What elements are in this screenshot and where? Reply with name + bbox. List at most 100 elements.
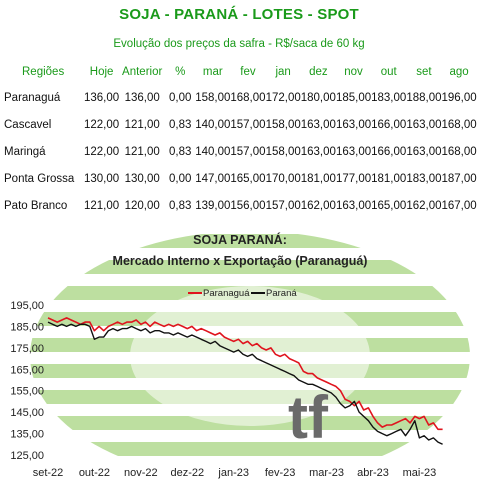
cell-jan: 170,00 <box>265 172 301 185</box>
cell-pct: 0,83 <box>168 118 192 131</box>
table-row: Pato Branco 121,00 120,00 0,83 139,00 15… <box>4 192 477 219</box>
x-tick-label: dez-22 <box>170 467 204 479</box>
cell-nov: 163,00 <box>335 118 372 131</box>
cell-hoje: 130,00 <box>84 172 120 185</box>
cell-dez: 163,00 <box>300 145 336 158</box>
table-header-row: Regiões Hoje Anterior % mar fev jan dez … <box>4 60 477 84</box>
row-name: Cascavel <box>4 118 52 131</box>
col-header-regioes: Regiões <box>22 66 65 78</box>
cell-mar: 147,00 <box>195 172 231 185</box>
col-header-dez: dez <box>309 66 328 78</box>
cell-fev: 165,00 <box>230 172 266 185</box>
row-name: Paranaguá <box>4 91 61 104</box>
cell-anterior: 121,00 <box>124 118 160 131</box>
cell-pct: 0,83 <box>168 199 192 212</box>
x-axis: set-22 out-22 nov-22 dez-22 jan-23 fev-23 mar-… <box>33 467 437 479</box>
row-name: Pato Branco <box>4 199 68 212</box>
cell-jan: 172,00 <box>265 91 301 104</box>
y-tick-label: 155,00 <box>10 386 44 398</box>
cell-set: 162,00 <box>406 199 442 212</box>
cell-anterior: 136,00 <box>124 91 160 104</box>
cell-nov: 185,00 <box>335 91 372 104</box>
cell-nov: 163,00 <box>335 199 372 212</box>
cell-ago: 167,00 <box>441 199 477 212</box>
col-header-out: out <box>380 66 397 78</box>
cell-out: 183,00 <box>371 91 407 104</box>
row-name: Ponta Grossa <box>4 172 75 185</box>
y-tick-label: 135,00 <box>10 429 44 441</box>
x-tick-label: fev-23 <box>265 467 296 479</box>
cell-nov: 163,00 <box>335 145 372 158</box>
x-tick-label: abr-23 <box>357 467 389 479</box>
cell-anterior: 130,00 <box>124 172 160 185</box>
cell-out: 181,00 <box>371 172 407 185</box>
cell-anterior: 121,00 <box>124 145 160 158</box>
row-name: Maringá <box>4 145 46 158</box>
cell-dez: 180,00 <box>300 91 336 104</box>
y-tick-label: 175,00 <box>10 343 44 355</box>
x-tick-label: mar-23 <box>309 467 344 479</box>
cell-ago: 187,00 <box>441 172 477 185</box>
col-header-mar: mar <box>202 66 223 78</box>
cell-hoje: 122,00 <box>84 145 120 158</box>
series-line-parana <box>47 321 443 445</box>
col-header-ago: ago <box>449 66 469 78</box>
y-tick-label: 125,00 <box>10 450 44 462</box>
cell-mar: 139,00 <box>195 199 231 212</box>
x-tick-label: out-22 <box>79 467 110 479</box>
cell-out: 165,00 <box>371 199 407 212</box>
cell-ago: 168,00 <box>441 145 477 158</box>
cell-hoje: 122,00 <box>84 118 120 131</box>
y-tick-label: 145,00 <box>10 407 44 419</box>
cell-set: 188,00 <box>406 91 442 104</box>
cell-fev: 156,00 <box>230 199 266 212</box>
chart-subtitle: Mercado Interno x Exportação (Paranaguá) <box>113 254 368 268</box>
cell-mar: 140,00 <box>195 145 231 158</box>
cell-ago: 168,00 <box>441 118 477 131</box>
price-table: Regiões Hoje Anterior % mar fev jan dez … <box>4 60 477 219</box>
cell-fev: 157,00 <box>230 118 266 131</box>
cell-nov: 177,00 <box>335 172 372 185</box>
cell-jan: 157,00 <box>265 199 301 212</box>
cell-out: 166,00 <box>371 118 407 131</box>
cell-hoje: 136,00 <box>84 91 120 104</box>
cell-pct: 0,00 <box>168 91 192 104</box>
col-header-anterior: Anterior <box>122 66 163 78</box>
cell-jan: 158,00 <box>265 118 301 131</box>
table-row: Ponta Grossa 130,00 130,00 0,00 147,00 1… <box>4 165 477 192</box>
y-tick-label: 195,00 <box>10 300 44 312</box>
cell-dez: 163,00 <box>300 118 336 131</box>
legend-label-paranagua: Paranaguá <box>203 288 250 299</box>
cell-mar: 140,00 <box>195 118 231 131</box>
table-row: Maringá 122,00 121,00 0,83 140,00 157,00… <box>4 138 477 165</box>
tf-logo: tf <box>288 384 329 451</box>
price-chart: tf SOJA PARANÁ: Mercado Interno x Export… <box>10 232 470 479</box>
cell-set: 183,00 <box>406 172 442 185</box>
table-row: Cascavel 122,00 121,00 0,83 140,00 157,0… <box>4 111 477 138</box>
table-row: Paranaguá 136,00 136,00 0,00 158,00 168,… <box>4 84 477 111</box>
x-tick-label: mai-23 <box>403 467 437 479</box>
x-tick-label: jan-23 <box>217 467 249 479</box>
x-tick-label: nov-22 <box>124 467 158 479</box>
col-header-set: set <box>416 66 432 78</box>
col-header-jan: jan <box>275 66 291 78</box>
chart-legend: Paranaguá Paraná <box>188 288 297 299</box>
cell-set: 163,00 <box>406 145 442 158</box>
y-tick-label: 185,00 <box>10 321 44 333</box>
cell-ago: 196,00 <box>441 91 477 104</box>
col-header-pct: % <box>175 66 186 78</box>
y-axis: 125,00 135,00 145,00 155,00 165,00 175,00 185,… <box>10 300 44 462</box>
col-header-hoje: Hoje <box>89 66 114 78</box>
series-layer <box>47 317 443 445</box>
series-line-paranagua <box>47 317 443 431</box>
cell-fev: 168,00 <box>230 91 266 104</box>
watermark-background <box>30 234 470 456</box>
chart-title: SOJA PARANÁ: <box>193 232 287 247</box>
col-header-fev: fev <box>240 66 256 78</box>
cell-anterior: 120,00 <box>124 199 160 212</box>
cell-fev: 157,00 <box>230 145 266 158</box>
cell-pct: 0,83 <box>168 145 192 158</box>
legend-label-parana: Paraná <box>266 288 297 299</box>
cell-dez: 181,00 <box>300 172 336 185</box>
cell-set: 163,00 <box>406 118 442 131</box>
